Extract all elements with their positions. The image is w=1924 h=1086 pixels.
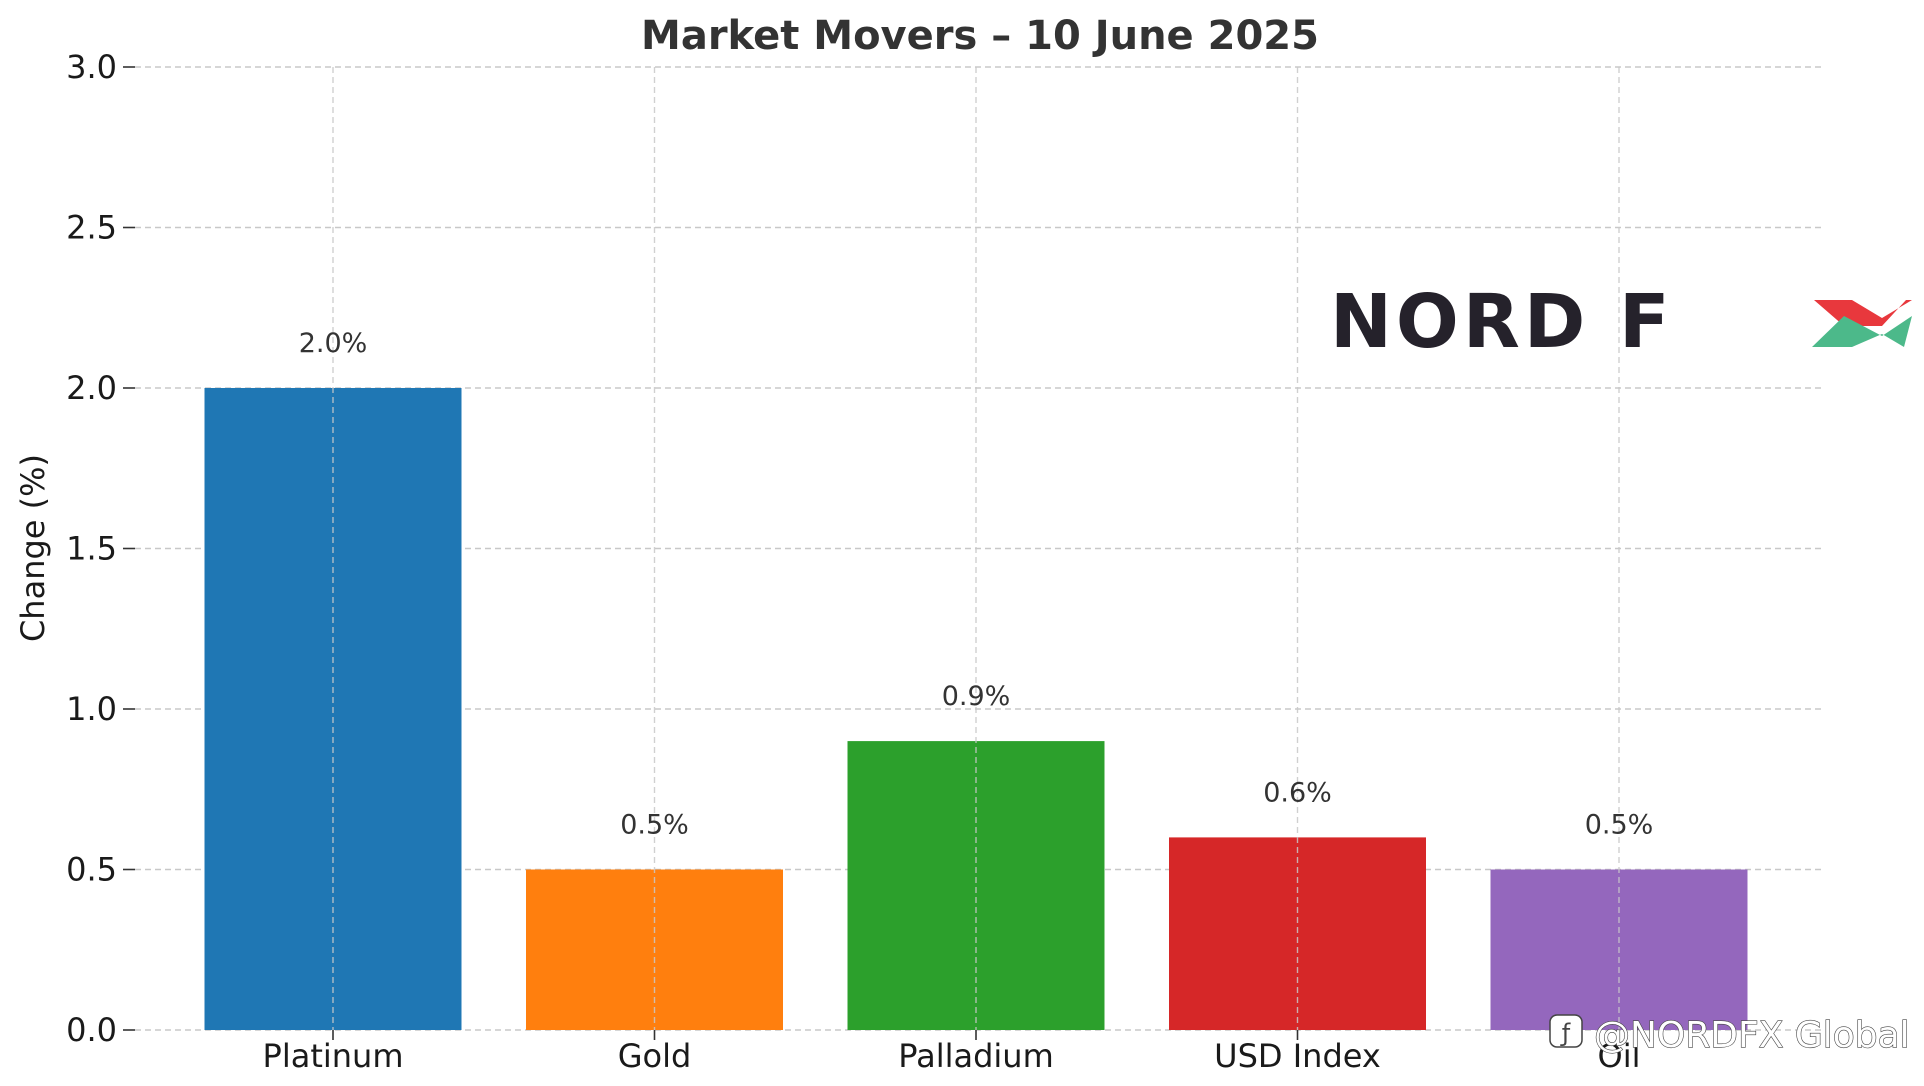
data-label-3: 0.6% <box>1263 777 1332 808</box>
data-label-1: 0.5% <box>620 810 689 841</box>
y-axis-ticks: 0.0 0.5 1.0 1.5 2.0 2.5 3.0 <box>66 48 135 1049</box>
y-tick-label-0: 0.0 <box>66 1011 117 1049</box>
data-label-4: 0.5% <box>1585 810 1654 841</box>
vertical-grid-lines <box>332 67 1620 1030</box>
logo-x-red <box>1814 300 1912 326</box>
social-handle: ƒ @NORDFX Global <box>1549 1014 1910 1057</box>
x-tick-label-1: Gold <box>618 1037 692 1075</box>
y-tick-label-2: 1.0 <box>66 690 117 728</box>
y-tick-label-6: 3.0 <box>66 48 117 86</box>
bar-palladium <box>847 741 1105 1030</box>
y-tick-label-1: 0.5 <box>66 851 117 889</box>
x-tick-label-0: Platinum <box>263 1037 404 1075</box>
data-label-2: 0.9% <box>942 681 1011 712</box>
logo-x-green <box>1812 316 1912 347</box>
x-axis-ticks: Platinum Gold Palladium USD Index Oil <box>263 1030 1641 1075</box>
y-tick-label-3: 1.5 <box>66 530 117 568</box>
y-tick-label-5: 2.5 <box>66 209 117 247</box>
chart-title: Market Movers – 10 June 2025 <box>641 13 1319 59</box>
nordfx-logo-text: NORD F <box>1330 279 1674 365</box>
x-tick-label-3: USD Index <box>1214 1037 1381 1075</box>
social-icon-glyph: ƒ <box>1560 1019 1571 1047</box>
social-icon <box>1549 1014 1583 1048</box>
y-tick-label-4: 2.0 <box>66 369 117 407</box>
social-handle-text: @NORDFX Global <box>1594 1015 1910 1056</box>
nordfx-logo: NORD F <box>1330 279 1912 365</box>
data-labels: 2.0% 0.5% 0.9% 0.6% 0.5% <box>299 328 1654 841</box>
y-axis-label: Change (%) <box>14 454 52 642</box>
data-label-0: 2.0% <box>299 328 368 359</box>
x-tick-label-2: Palladium <box>898 1037 1054 1075</box>
x-tick-label-4: Oil <box>1598 1037 1641 1075</box>
